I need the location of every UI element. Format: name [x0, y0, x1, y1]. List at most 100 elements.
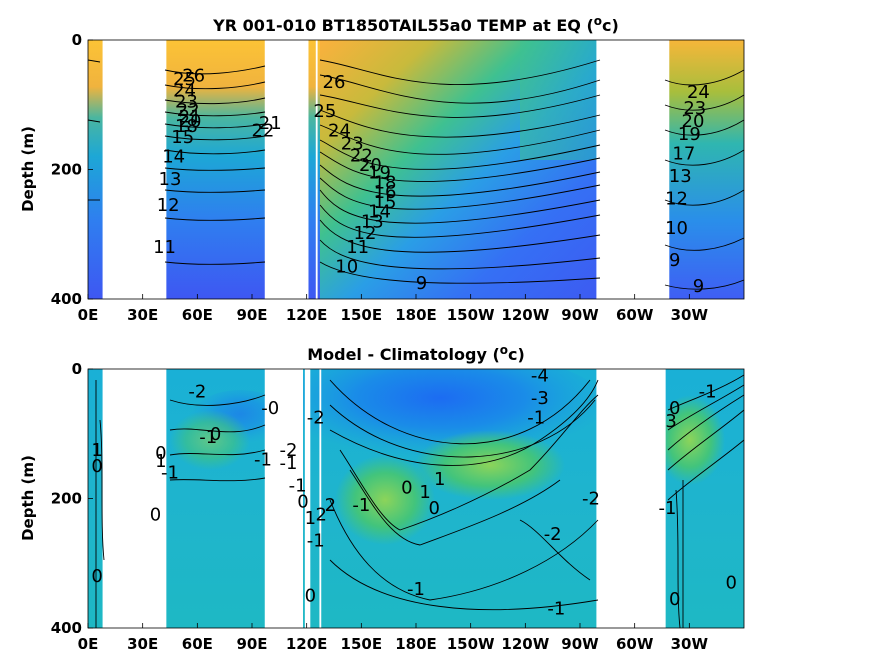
- panel-1: 2625242322212018151413121126252423222019…: [19, 14, 745, 324]
- contour-label: 0: [726, 573, 737, 594]
- contour-label: 1: [91, 440, 102, 461]
- y-tick-label: 0: [72, 31, 82, 49]
- land-gap-4: [596, 369, 666, 628]
- contour-label: 21: [179, 106, 202, 127]
- x-tick-label: 60W: [616, 306, 654, 324]
- contour-label: 21: [259, 113, 282, 134]
- x-tick-label: 90W: [561, 635, 599, 653]
- contour-label: 15: [374, 192, 397, 213]
- panel-1-contour-labels: 2625242322212018151413121126252423222019…: [153, 66, 710, 297]
- contour-label: 25: [313, 101, 336, 122]
- x-tick-label: 60W: [616, 635, 654, 653]
- panel-1-y-ticks: 0 200 400: [51, 31, 93, 308]
- x-tick-label: 150E: [341, 306, 383, 324]
- contour-label: 0: [669, 398, 680, 419]
- y-tick-label: 400: [51, 290, 82, 308]
- x-tick-label: 180E: [395, 635, 437, 653]
- x-tick-label: 150W: [447, 306, 495, 324]
- contour-label: -1: [527, 408, 545, 429]
- land-gap-2: [304, 369, 311, 628]
- panel-2-contours: [95, 374, 744, 628]
- contour-label: 23: [683, 98, 706, 119]
- x-tick-label: 30E: [127, 306, 158, 324]
- contour-label: 15: [171, 127, 194, 148]
- contour-label: 20: [179, 111, 202, 132]
- contour-label: 11: [346, 237, 369, 258]
- panel-2-y-axis-label: Depth (m): [19, 455, 37, 541]
- x-tick-label: 150E: [341, 635, 383, 653]
- contour-label: 3: [665, 411, 676, 432]
- contour-label: -1: [161, 463, 179, 484]
- contour-label: 0: [210, 424, 221, 445]
- contour-label: 0: [669, 589, 680, 610]
- x-tick-label: 0E: [78, 306, 99, 324]
- panel-2-land-mask: [102, 369, 666, 628]
- field-warm-anomaly-3: [655, 395, 725, 485]
- contour-label: 0: [155, 443, 166, 464]
- contour-label: 1: [434, 469, 445, 490]
- contour-label: 20: [359, 155, 382, 176]
- contour-label: -1: [279, 453, 297, 474]
- land-gap-3: [596, 40, 670, 299]
- contour-label: -1: [658, 498, 676, 519]
- land-gap-3: [319, 369, 322, 628]
- contour-label: -0: [261, 398, 279, 419]
- contour-label: 11: [153, 237, 176, 258]
- contour-label: -1: [199, 427, 217, 448]
- field-east-pacific: [520, 40, 600, 160]
- contour-label: 24: [173, 81, 196, 102]
- contour-label: 9: [693, 276, 704, 297]
- contour-label: 20: [682, 111, 705, 132]
- panel-1-land-mask: [102, 40, 670, 299]
- contour-label: 0: [305, 586, 316, 607]
- contour-label: 22: [350, 145, 373, 166]
- contour-label: 18: [374, 172, 397, 193]
- x-tick-label: 30W: [671, 635, 709, 653]
- field-warm-anomaly-1: [335, 455, 435, 545]
- contour-label: 13: [361, 211, 384, 232]
- contour-label: -1: [289, 476, 307, 497]
- contour-label: 0: [428, 498, 439, 519]
- contour-label: -1: [547, 599, 565, 620]
- x-tick-label: 120W: [501, 306, 549, 324]
- contour-label: 22: [177, 100, 200, 121]
- contour-label: 14: [162, 147, 185, 168]
- panel-1-contours: [88, 59, 744, 290]
- contour-label: 2: [316, 505, 327, 526]
- contour-label: 23: [341, 134, 364, 155]
- contour-label: -4: [531, 365, 549, 386]
- contour-label: -1: [699, 382, 717, 403]
- contour-label: 25: [173, 69, 196, 90]
- contour-label: 16: [374, 182, 397, 203]
- contour-label: 17: [672, 143, 695, 164]
- contour-label: -1: [307, 531, 325, 552]
- panel-1-title: YR 001-010 BT1850TAIL55a0 TEMP at EQ (oc…: [212, 14, 619, 35]
- contour-label: 19: [368, 163, 391, 184]
- land-gap-1: [264, 369, 304, 628]
- x-tick-label: 120W: [501, 635, 549, 653]
- x-tick-label: 120E: [286, 635, 328, 653]
- contour-label: -1: [254, 450, 272, 471]
- y-tick-label: 0: [72, 360, 82, 378]
- land-gap-1: [264, 40, 309, 299]
- contour-label: 9: [669, 250, 680, 271]
- contour-label: 9: [416, 273, 427, 294]
- contour-label: 26: [182, 66, 205, 87]
- contour-label: -2: [544, 524, 562, 545]
- contour-label: 1: [155, 451, 166, 472]
- x-tick-label: 0E: [78, 635, 99, 653]
- x-tick-label: 60E: [182, 306, 213, 324]
- contour-label: 26: [323, 72, 346, 93]
- contour-label: -1: [352, 495, 370, 516]
- contour-label: 0: [91, 566, 102, 587]
- x-tick-label: 120E: [286, 306, 328, 324]
- y-tick-label: 400: [51, 619, 82, 637]
- contour-label: -1: [407, 579, 425, 600]
- y-tick-label: 200: [51, 161, 82, 179]
- panel-2-y-ticks: 0 200 400: [51, 360, 93, 637]
- contour-label: 12: [157, 195, 180, 216]
- contour-label: 0: [401, 477, 412, 498]
- contour-label: 14: [368, 202, 391, 223]
- x-tick-label: 90E: [236, 306, 267, 324]
